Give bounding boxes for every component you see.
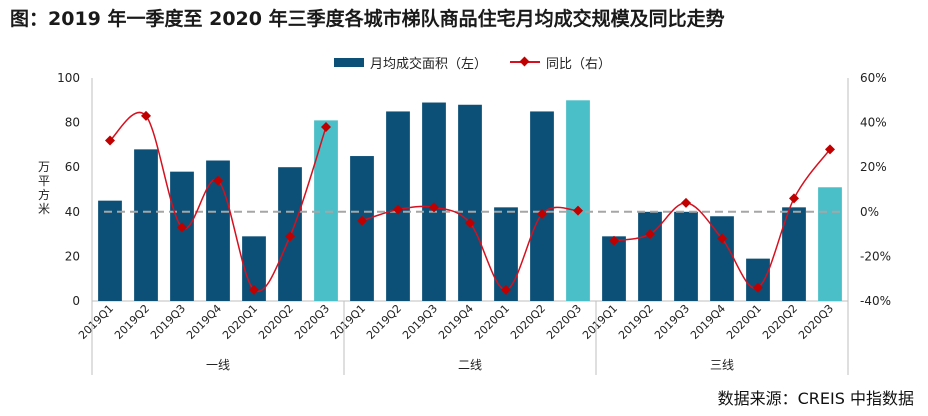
yoy-point	[753, 282, 763, 293]
yoy-point	[681, 197, 691, 208]
y-tick-label-right: 0%	[860, 205, 879, 219]
legend-bar-swatch	[334, 57, 364, 67]
y-axis-label: 万平方米	[37, 160, 50, 216]
yoy-point	[825, 144, 835, 155]
bar	[242, 236, 266, 301]
y-tick-label-left: 40	[65, 205, 80, 219]
x-tick-label: 2019Q1	[580, 302, 620, 342]
chart-title: 图：2019 年一季度至 2020 年三季度各城市梯队商品住宅月均成交规模及同比…	[10, 8, 725, 30]
y-tick-label-left: 100	[57, 71, 80, 85]
bar	[782, 207, 806, 301]
y-tick-label-left: 80	[65, 116, 80, 130]
bar	[710, 216, 734, 301]
bar	[206, 160, 230, 301]
x-tick-label: 2020Q1	[472, 302, 512, 342]
y-tick-label-right: 40%	[860, 116, 887, 130]
yoy-point	[609, 235, 619, 246]
x-tick-label: 2019Q3	[400, 302, 440, 342]
bar	[314, 120, 338, 302]
yoy-point	[177, 222, 187, 233]
yoy-point	[429, 202, 439, 213]
legend-label-line: 同比（右）	[546, 56, 612, 72]
yoy-point	[357, 215, 367, 226]
x-tick-label: 2019Q4	[184, 302, 224, 342]
bar	[98, 200, 122, 301]
x-tick-label: 2019Q2	[364, 302, 404, 342]
y-tick-label-right: -20%	[860, 249, 891, 263]
yoy-point	[105, 135, 115, 146]
legend: 月均成交面积（左） 同比（右）	[0, 52, 928, 72]
yoy-point	[285, 231, 295, 242]
x-tick-label: 2020Q2	[760, 302, 800, 342]
bar	[746, 258, 770, 301]
yoy-point	[141, 110, 151, 121]
bar	[458, 104, 482, 301]
x-tick-label: 2020Q2	[256, 302, 296, 342]
x-tick-label: 2019Q2	[112, 302, 152, 342]
y-tick-label-right: 20%	[860, 160, 887, 174]
bar	[422, 102, 446, 301]
x-tick-label: 2020Q1	[724, 302, 764, 342]
x-tick-label: 2020Q3	[292, 302, 332, 342]
bar	[494, 207, 518, 301]
yoy-point	[213, 175, 223, 186]
y-tick-label-left: 60	[65, 160, 80, 174]
bar	[638, 211, 662, 301]
legend-item-line: 同比（右）	[510, 52, 611, 72]
legend-label-bars: 月均成交面积（左）	[370, 56, 488, 72]
x-tick-label: 2019Q4	[436, 302, 476, 342]
y-tick-label-left: 20	[65, 249, 80, 263]
bar	[602, 236, 626, 301]
yoy-point	[537, 209, 547, 220]
bar	[170, 171, 194, 301]
yoy-point	[645, 229, 655, 240]
yoy-point	[789, 193, 799, 204]
bar	[674, 211, 698, 301]
yoy-point	[465, 217, 475, 228]
bar	[530, 111, 554, 301]
yoy-point	[501, 284, 511, 295]
yoy-point	[393, 204, 403, 215]
bar	[818, 187, 842, 301]
x-tick-label: 2019Q1	[76, 302, 116, 342]
x-tick-label: 2019Q2	[616, 302, 656, 342]
group-label: 一线	[206, 358, 230, 372]
y-tick-label-left: 0	[72, 294, 80, 308]
legend-line-swatch	[510, 56, 540, 68]
x-tick-label: 2020Q3	[796, 302, 836, 342]
group-label: 二线	[458, 358, 482, 372]
y-tick-label-right: -40%	[860, 294, 891, 308]
y-tick-label-right: 60%	[860, 71, 887, 85]
group-label: 三线	[710, 358, 734, 372]
x-tick-label: 2020Q3	[544, 302, 584, 342]
x-tick-label: 2019Q4	[688, 302, 728, 342]
bar	[134, 149, 158, 301]
x-tick-label: 2020Q1	[220, 302, 260, 342]
x-tick-label: 2019Q1	[328, 302, 368, 342]
legend-item-bars: 月均成交面积（左）	[334, 52, 487, 72]
yoy-point	[717, 233, 727, 244]
x-tick-label: 2020Q2	[508, 302, 548, 342]
bar	[566, 100, 590, 301]
yoy-point	[321, 122, 331, 133]
bar	[350, 156, 374, 301]
x-tick-label: 2019Q3	[148, 302, 188, 342]
x-tick-label: 2019Q3	[652, 302, 692, 342]
data-source: 数据来源：CREIS 中指数据	[717, 389, 914, 408]
yoy-point	[249, 284, 259, 295]
yoy-point	[573, 205, 583, 216]
